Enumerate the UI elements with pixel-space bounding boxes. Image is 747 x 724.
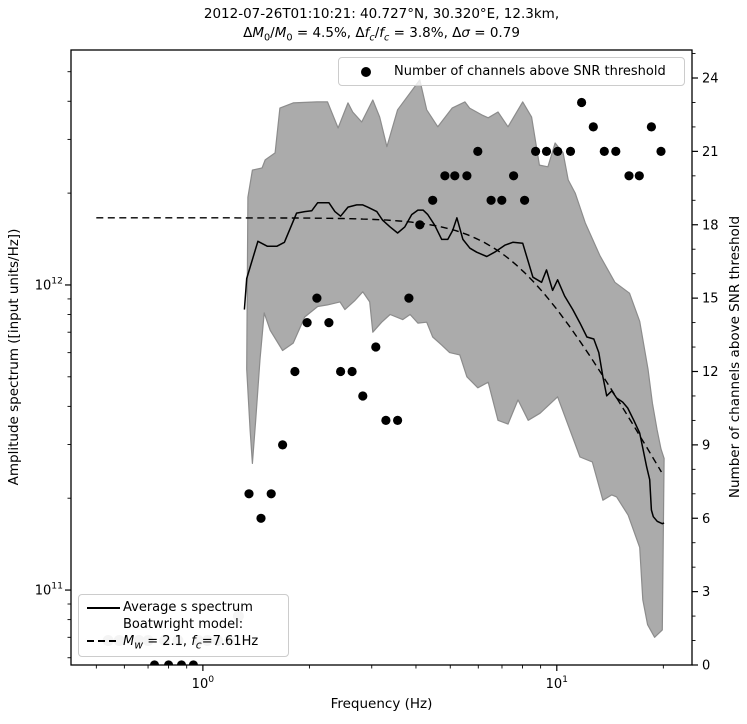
dashed-line-marker-icon [87,640,120,642]
legend-channel-counts-label: Number of channels above SNR threshold [394,64,666,79]
legend-channel-counts: Number of channels above SNR threshold [338,57,685,86]
svg-text:6: 6 [702,512,710,527]
svg-text:101: 101 [546,674,568,692]
legend-boatwright-label-line2: Mw = 2.1, fc=7.61Hz [123,634,259,652]
svg-text:1012: 1012 [35,275,63,293]
y-axis-label-left: Amplitude spectrum ([input units/Hz]) [6,228,22,486]
svg-text:0: 0 [702,659,710,674]
svg-text:18: 18 [702,218,719,233]
y-axis-label-right: Number of channels above SNR threshold [727,215,743,499]
legend-boatwright-label-line1: Boatwright model: [123,617,244,632]
plot-title: 2012-07-26T01:10:21: 40.727°N, 30.320°E,… [71,5,692,48]
svg-text:12: 12 [702,365,719,380]
plot-title-line1: 2012-07-26T01:10:21: 40.727°N, 30.320°E,… [203,6,560,22]
legend-average-spectrum-label: Average s spectrum [123,600,253,615]
svg-text:24: 24 [702,72,719,87]
svg-text:100: 100 [192,674,215,692]
svg-text:3: 3 [702,585,710,600]
svg-text:21: 21 [702,145,719,160]
legend-spectrum-models: Average s spectrum Boatwright model: Mw … [78,594,289,657]
svg-text:9: 9 [702,438,710,453]
x-axis-label: Frequency (Hz) [330,696,433,712]
svg-text:1011: 1011 [35,581,63,599]
plot-title-line2: ΔM0/M0 = 4.5%, Δfc/fc = 3.8%, Δσ = 0.79 [243,25,520,44]
svg-text:15: 15 [702,292,719,307]
solid-line-marker-icon [87,607,120,609]
scatter-marker-icon [361,66,371,77]
